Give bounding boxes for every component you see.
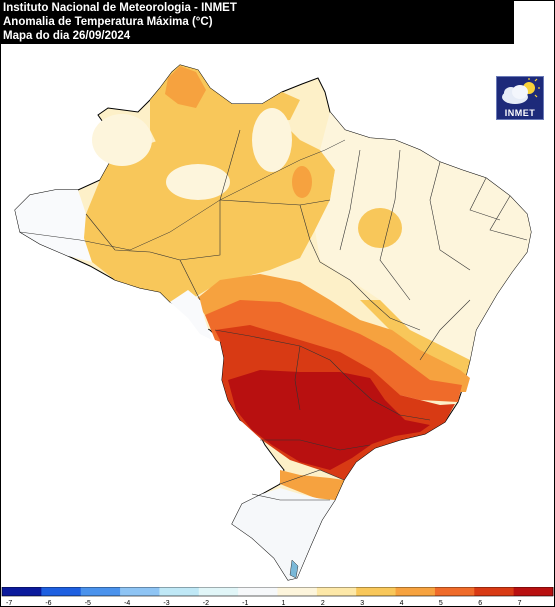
anomaly-region-red-core [228,370,430,470]
map-date: Mapa do dia 26/09/2024 [3,30,131,42]
anomaly-region-para-orange [292,166,312,198]
state-borders [85,129,528,501]
legend-swatch [474,587,515,596]
legend-tick-label: 5 [439,600,443,607]
anomaly-region-west-white [15,190,92,262]
legend-tick-label: -5 [85,600,91,607]
legend-tick-label: -4 [124,600,130,607]
anomaly-map [14,64,532,581]
legend-swatch [277,587,318,596]
legend-tick-label: -1 [242,600,248,607]
institute-title: Instituto Nacional de Meteorologia - INM… [3,2,237,14]
anomaly-region-northeast-light [315,112,531,360]
anomaly-region-south-orange [280,470,344,500]
inmet-logo: INMET [496,76,544,120]
cloud-sun-icon [502,78,540,104]
anomaly-region-ms-white [170,290,212,340]
legend-tick-label: 2 [321,600,325,607]
legend-swatch [238,587,278,596]
amazon-river [19,139,346,251]
map-title: Anomalia de Temperatura Máxima (°C) [3,16,213,28]
legend-tick-label: 3 [360,600,364,607]
map-header: Instituto Nacional de Meteorologia - INM… [0,0,514,44]
legend-swatch [513,587,554,596]
legend-swatch [395,587,436,596]
legend-tick-label: -7 [6,600,12,607]
legend-swatch [198,587,239,596]
anomaly-region-light-patch-1 [166,164,230,200]
legend-tick-label: -2 [203,600,209,607]
legend-tick-label: 6 [478,600,482,607]
legend-swatch [41,587,82,596]
anomaly-region-light-patch-3 [92,114,152,166]
legend-swatch [120,587,160,596]
anomaly-region-south-white [232,488,335,580]
anomaly-region-light-patch-2 [252,108,292,172]
legend-border [1,587,554,597]
anomaly-region-roraima-orange [165,66,206,108]
legend-tick-label: -3 [163,600,169,607]
lagoon [289,559,299,579]
legend-tick-label: 1 [282,600,286,607]
logo-label: INMET [504,108,536,118]
legend-tick-label: 7 [518,600,522,607]
legend-tick-label: 4 [400,600,404,607]
legend-tick-label: -6 [45,600,51,607]
legend-swatch [356,587,397,596]
legend-swatch [2,587,42,596]
legend-swatch [80,587,121,596]
legend-swatch [159,587,200,596]
legend-swatch [316,587,357,596]
legend-swatch [434,587,475,596]
anomaly-region-yellow-spot [358,208,402,248]
color-legend: -7 -6 -5 -4 -3 -2 -1 1 2 3 4 5 6 7 [1,587,554,607]
